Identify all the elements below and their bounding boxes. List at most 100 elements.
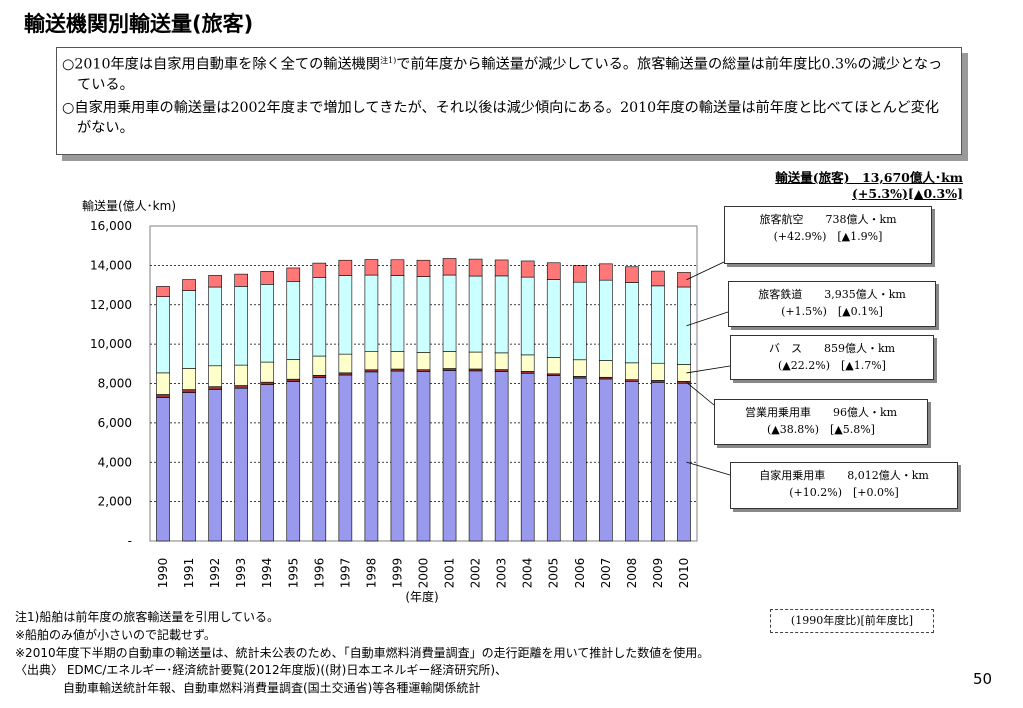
bar-segment (442, 351, 457, 369)
callout-value: 859億人・km (823, 342, 896, 355)
bar-segment (599, 378, 613, 542)
bar-segment (625, 266, 639, 283)
y-tick-label: 4,000 (98, 455, 132, 469)
x-tick-label: 1992 (208, 558, 222, 589)
bar-segment (312, 277, 327, 357)
bar-segment (338, 259, 353, 276)
bar-segment (494, 259, 509, 277)
callout-change: (▲38.8%) [▲5.8%] (767, 423, 875, 436)
x-tick-label: 1995 (286, 558, 300, 589)
bar-segment (520, 276, 535, 356)
x-tick-label: 1990 (156, 558, 170, 589)
bar-segment (208, 386, 222, 390)
bar-segment (390, 275, 405, 352)
x-tick-label: 2006 (573, 558, 587, 589)
x-tick-label: 1996 (312, 558, 326, 589)
total-line-1: 輸送量(旅客) 13,670億人･km (775, 170, 963, 185)
bar-segment (390, 259, 405, 276)
bar-segment (156, 372, 170, 395)
x-tick-label: 1997 (338, 558, 352, 589)
bar-segment (520, 354, 535, 372)
x-tick-labels: 1990 1991 1992 1993 1994 1995 1996 1997 1998 1999… (156, 558, 691, 589)
bar-segment (572, 377, 587, 542)
callout-leader (686, 261, 725, 281)
x-tick-label: 2008 (625, 558, 639, 589)
bar-segment (260, 381, 275, 385)
bar-segment (546, 279, 561, 358)
bar-segment (468, 275, 483, 353)
bar-segment (182, 392, 196, 542)
x-tick-label: 2001 (443, 558, 457, 589)
summary-note-ref: 注1) (380, 56, 397, 65)
footnote-1: 注1)船舶は前年度の旅客輸送量を引用している。 (15, 610, 279, 624)
callout-leader (686, 311, 729, 327)
source-line-1: 〈出典〉 EDMC/エネルギー･経済統計要覧(2012年度版)((財)日本エネル… (15, 663, 508, 678)
x-tick-label: 1991 (182, 558, 196, 589)
y-axis-label: 輸送量(億人･km) (82, 198, 176, 213)
bar-segment (390, 370, 405, 542)
callout-value: 8,012億人・km (847, 469, 929, 482)
bar-segment (234, 385, 248, 389)
callout-value: 738億人・km (825, 213, 897, 226)
callout-change: (+1.5%) [▲0.1%] (781, 305, 883, 318)
bar-segment (364, 369, 379, 373)
bar-segment (182, 368, 196, 390)
bar-segment (442, 274, 457, 352)
bar-segment (442, 258, 457, 276)
bar-segment (468, 370, 483, 542)
bar-segment (572, 265, 587, 283)
bar-segment (416, 259, 431, 277)
callout-change: (+10.2%) [+0.0%] (789, 486, 899, 499)
x-tick-label: 2003 (495, 558, 509, 589)
callout-leader (686, 365, 731, 374)
y-tick-label: 2,000 (98, 495, 132, 509)
bar-segment (520, 260, 535, 278)
page-title: 輸送機関別輸送量(旅客) (24, 12, 254, 36)
bar-segment (312, 375, 327, 378)
bar-segment (182, 279, 196, 291)
bar-segment (494, 371, 509, 542)
bar-segment (416, 371, 431, 542)
callout-value: 96億人・km (832, 406, 898, 419)
bar-segment (651, 270, 665, 287)
callout-bus: バ ス 859億人・km (▲22.2%) [▲1.7%] (730, 335, 934, 380)
bar-segment (599, 279, 613, 361)
bar-segment (416, 276, 431, 353)
bar-segment (234, 273, 248, 287)
summary-box: ○2010年度は自家用自動車を除く全ての輸送機関注1)で前年度から輸送量が減少し… (56, 47, 962, 155)
x-tick-label: 2007 (599, 558, 613, 589)
bar-segment (156, 286, 170, 297)
bar-segment (390, 351, 405, 370)
x-tick-label: 2009 (651, 558, 665, 589)
footnote-3: ※2010年度下半期の自動車の輸送量は、統計未公表のため、「自動車燃料消費量調査… (15, 645, 710, 660)
bar-segment (260, 361, 275, 383)
y-tick-label: 10,000 (90, 337, 132, 351)
bar-segment (234, 286, 248, 366)
callout-passenger-rail: 旅客鉄道 3,935億人・km (+1.5%) [▲0.1%] (728, 281, 936, 327)
x-tick-label: 2010 (677, 558, 691, 589)
x-tick-label: 1994 (260, 558, 274, 589)
bar-segment (494, 275, 509, 354)
bar-segment (338, 353, 353, 374)
bar-segment (338, 372, 353, 376)
bar-segment (651, 362, 665, 381)
bar-segment (468, 258, 483, 277)
bar-segment (625, 381, 639, 542)
x-tick-label: 2004 (521, 558, 535, 589)
bar-segment (677, 272, 691, 288)
bar-segment (364, 274, 379, 352)
bar-segment (312, 377, 327, 542)
bar-segment (208, 365, 222, 387)
y-tick-label: 8,000 (98, 377, 132, 391)
callout-label: 旅客航空 (759, 213, 804, 226)
bar-segment (468, 351, 483, 370)
callout-label: 自家用乗用車 (759, 469, 826, 482)
bar-segment (208, 286, 222, 367)
total-line-2: (+5.3%)[▲0.3%] (852, 186, 963, 201)
y-tick-label: 12,000 (90, 298, 132, 312)
bar-segment (390, 368, 405, 372)
bar-segment (286, 378, 301, 382)
y-tick-label: 6,000 (98, 416, 132, 430)
x-tick-label: 2005 (547, 558, 561, 589)
